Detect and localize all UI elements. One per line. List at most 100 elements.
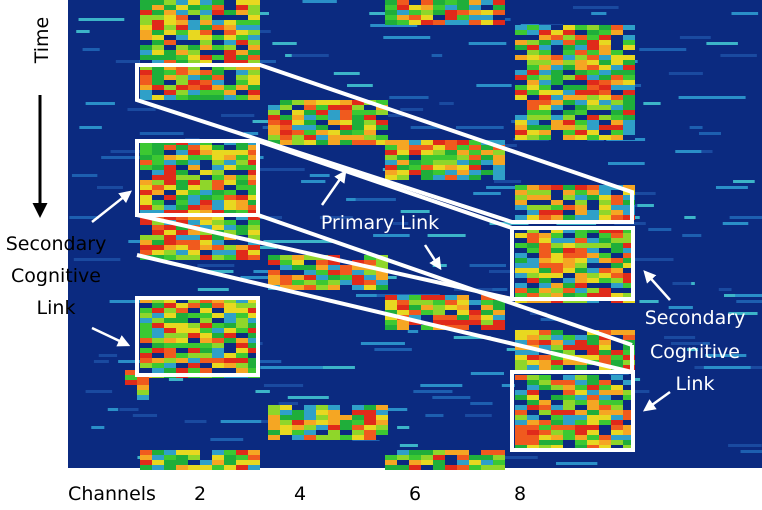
heatmap-cell xyxy=(176,308,188,313)
heatmap-cell xyxy=(364,425,376,430)
heatmap-cell xyxy=(563,205,575,210)
heatmap-cell xyxy=(587,420,599,425)
heatmap-cell xyxy=(140,455,152,460)
heatmap-cell xyxy=(152,465,164,470)
heatmap-cell xyxy=(176,160,188,165)
heatmap-cell xyxy=(623,40,635,45)
heatmap-cell xyxy=(719,288,732,291)
heatmap-cell xyxy=(352,435,364,440)
heatmap-cell xyxy=(493,175,505,180)
heatmap-cell xyxy=(188,0,200,5)
heatmap-cell xyxy=(599,50,611,55)
heatmap-cell xyxy=(563,263,575,268)
heatmap-cell xyxy=(152,363,164,368)
heatmap-cell xyxy=(539,430,551,435)
heatmap-cell xyxy=(611,125,623,130)
heatmap-cell xyxy=(140,30,152,35)
heatmap-cell xyxy=(200,348,212,353)
heatmap-cell xyxy=(445,20,457,25)
heatmap-cell xyxy=(433,15,445,20)
heatmap-cell xyxy=(551,135,563,140)
heatmap-cell xyxy=(304,110,316,115)
heatmap-cell xyxy=(433,465,445,470)
heatmap-cell xyxy=(152,323,164,328)
heatmap-cell xyxy=(457,160,469,165)
heatmap-cell xyxy=(704,366,751,369)
heatmap-cell xyxy=(212,75,224,80)
heatmap-cell xyxy=(599,115,611,120)
heatmap-cell xyxy=(152,15,164,20)
heatmap-cell xyxy=(573,6,619,9)
heatmap-cell xyxy=(527,55,539,60)
heatmap-cell xyxy=(188,343,200,348)
heatmap-cell xyxy=(445,10,457,15)
heatmap-cell xyxy=(563,335,575,340)
heatmap-cell xyxy=(563,125,575,130)
heatmap-cell xyxy=(527,95,539,100)
heatmap-cell xyxy=(539,380,551,385)
heatmap-cell xyxy=(599,55,611,60)
heatmap-cell xyxy=(575,125,587,130)
heatmap-cell xyxy=(280,280,292,285)
heatmap-cell xyxy=(409,150,421,155)
heatmap-cell xyxy=(563,80,575,85)
heatmap-cell xyxy=(224,0,236,5)
heatmap-cell xyxy=(539,85,551,90)
heatmap-cell xyxy=(445,0,457,5)
heatmap-cell xyxy=(515,195,527,200)
heatmap-cell xyxy=(710,96,746,99)
heatmap-cell xyxy=(340,420,352,425)
heatmap-cell xyxy=(587,110,599,115)
heatmap-cell xyxy=(212,255,224,260)
heatmap-cell xyxy=(397,325,409,330)
heatmap-cell xyxy=(176,170,188,175)
heatmap-cell xyxy=(587,283,599,288)
heatmap-cell xyxy=(268,130,280,135)
heatmap-cell xyxy=(587,415,599,420)
heatmap-cell xyxy=(200,160,212,165)
heatmap-cell xyxy=(515,395,527,400)
heatmap-cell xyxy=(264,384,303,387)
heatmap-cell xyxy=(248,55,260,60)
heatmap-cell xyxy=(140,240,152,245)
heatmap-cell xyxy=(611,385,623,390)
heatmap-cell xyxy=(224,155,236,160)
heatmap-cell xyxy=(236,255,248,260)
heatmap-cell xyxy=(212,450,224,455)
heatmap-cell xyxy=(515,263,527,268)
heatmap-cell xyxy=(200,15,212,20)
heatmap-cell xyxy=(200,55,212,60)
heatmap-cell xyxy=(409,175,421,180)
heatmap-cell xyxy=(236,160,248,165)
heatmap-cell xyxy=(421,300,433,305)
heatmap-cell xyxy=(470,264,506,267)
heatmap-cell xyxy=(409,450,421,455)
heatmap-cell xyxy=(340,115,352,120)
heatmap-cell xyxy=(200,10,212,15)
heatmap-cell xyxy=(587,340,599,345)
heatmap-cell xyxy=(304,265,316,270)
heatmap-cell xyxy=(200,220,212,225)
heatmap-cell xyxy=(99,354,117,357)
heatmap-cell xyxy=(563,95,575,100)
heatmap-cell xyxy=(340,110,352,115)
heatmap-cell xyxy=(469,145,481,150)
heatmap-cell xyxy=(587,25,599,30)
heatmap-cell xyxy=(445,15,457,20)
heatmap-cell xyxy=(188,245,200,250)
primary-annotation: Primary Link xyxy=(321,212,439,234)
heatmap-cell xyxy=(385,20,397,25)
heatmap-cell xyxy=(539,50,551,55)
heatmap-cell xyxy=(376,285,388,290)
heatmap-cell xyxy=(563,360,575,365)
heatmap-cell xyxy=(611,400,623,405)
heatmap-cell xyxy=(409,140,421,145)
heatmap-cell xyxy=(493,15,505,20)
heatmap-cell xyxy=(599,258,611,263)
heatmap-cell xyxy=(258,168,305,171)
heatmap-cell xyxy=(198,288,229,291)
heatmap-cell xyxy=(599,288,611,293)
heatmap-cell xyxy=(200,95,212,100)
heatmap-cell xyxy=(212,240,224,245)
heatmap-cell xyxy=(587,380,599,385)
